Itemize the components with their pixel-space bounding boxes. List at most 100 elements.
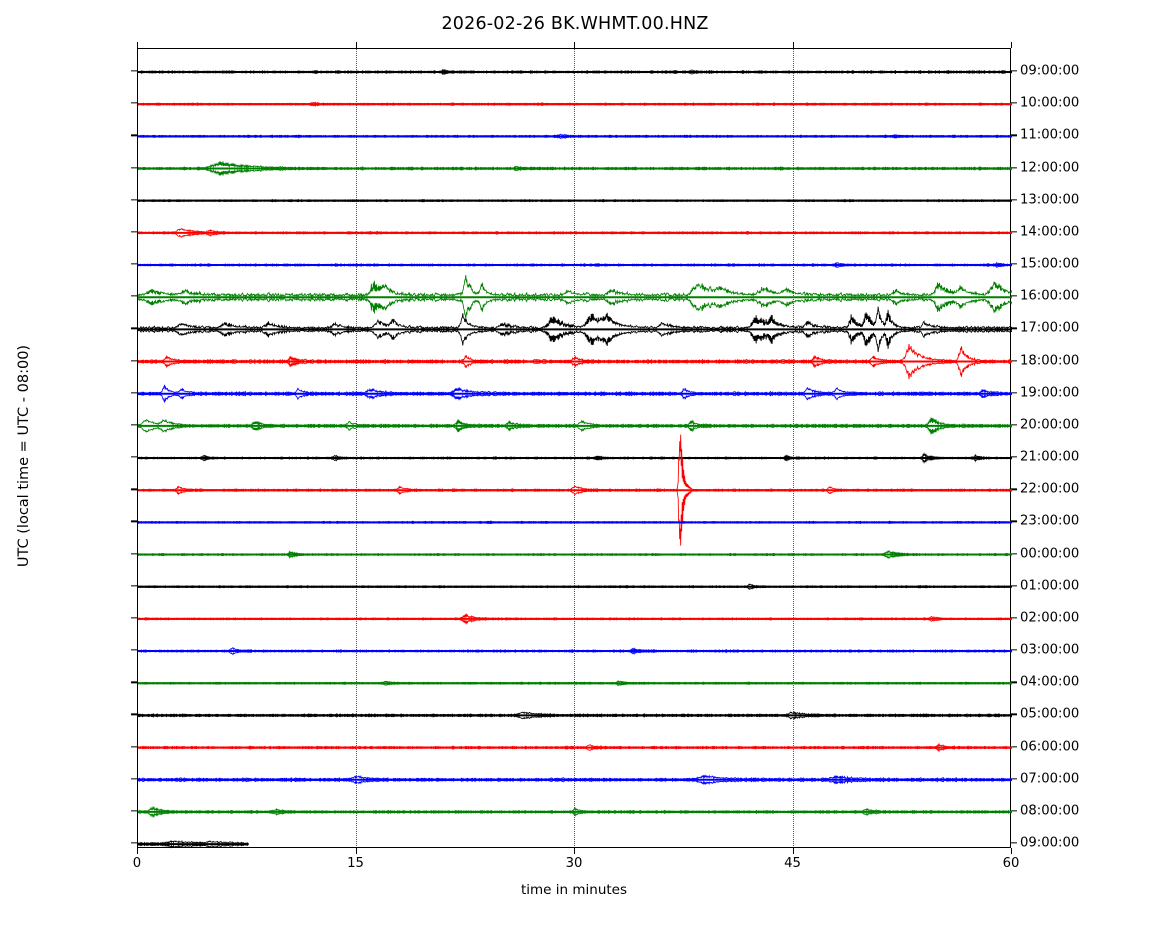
y-tick-mark-left (131, 102, 137, 104)
y-tick-mark-left (131, 327, 137, 330)
trace-row (138, 646, 1012, 656)
y-tick-label-right: 11:00:00 (1020, 127, 1080, 143)
y-tick-mark-right (1011, 681, 1017, 683)
y-tick-mark-left (131, 552, 137, 555)
trace-row (138, 452, 1012, 464)
y-tick-mark-right (1011, 134, 1017, 136)
y-tick-mark-right (1011, 713, 1017, 716)
trace-row (138, 384, 1012, 404)
trace-row (138, 711, 1012, 720)
y-tick-label-right: 14:00:00 (1020, 224, 1080, 240)
plot-area (137, 48, 1012, 849)
x-tick-label: 15 (347, 856, 364, 871)
trace-row (138, 550, 1012, 560)
y-tick-mark-left (131, 778, 137, 780)
y-tick-mark-left (131, 810, 137, 812)
trace-row (138, 199, 1012, 203)
y-tick-label-right: 13:00:00 (1020, 192, 1080, 208)
x-axis-label: time in minutes (520, 882, 628, 898)
trace-row (138, 228, 1012, 238)
y-tick-label-right: 07:00:00 (1020, 771, 1080, 787)
y-tick-mark-right (1011, 231, 1017, 233)
trace-row (138, 261, 1012, 269)
trace-row (138, 680, 1012, 687)
y-tick-mark-left (131, 681, 137, 683)
x-tick-label: 30 (565, 856, 583, 871)
y-tick-mark-right (1011, 520, 1017, 523)
y-tick-mark-right (1011, 552, 1017, 555)
trace-row (138, 275, 1012, 320)
y-tick-mark-left (131, 263, 137, 265)
x-tick-mark (355, 848, 357, 854)
x-tick-label: 45 (784, 856, 801, 871)
x-tick-mark-top (1011, 42, 1013, 48)
gridline-vertical (792, 48, 795, 848)
y-tick-mark-left (131, 199, 137, 201)
page-title: 2026-02-26 BK.WHMT.00.HNZ (441, 14, 709, 34)
y-tick-mark-right (1011, 617, 1017, 619)
trace-row (138, 583, 1012, 591)
y-tick-mark-right (1011, 424, 1017, 426)
y-tick-mark-left (131, 456, 137, 458)
y-tick-label-right: 04:00:00 (1020, 674, 1080, 690)
y-tick-mark-left (131, 424, 137, 426)
trace-row (138, 101, 1012, 107)
y-tick-mark-right (1011, 456, 1017, 458)
y-tick-mark-left (131, 70, 137, 72)
x-tick-mark (574, 848, 576, 854)
trace-row (138, 839, 249, 849)
y-tick-mark-right (1011, 778, 1017, 780)
y-tick-label-right: 16:00:00 (1020, 288, 1080, 304)
y-tick-label-right: 10:00:00 (1020, 95, 1080, 111)
y-tick-label-right: 12:00:00 (1020, 160, 1080, 175)
y-tick-mark-right (1011, 295, 1017, 297)
trace-row (138, 612, 1012, 625)
y-tick-mark-right (1011, 199, 1017, 201)
y-tick-label-right: 01:00:00 (1020, 578, 1080, 594)
y-tick-mark-left (131, 295, 137, 297)
x-tick-mark-top (355, 42, 357, 48)
y-tick-mark-right (1011, 166, 1017, 169)
y-tick-mark-right (1011, 810, 1017, 812)
y-tick-label-right: 06:00:00 (1020, 739, 1080, 755)
y-tick-label-right: 03:00:00 (1020, 642, 1080, 658)
y-tick-mark-left (131, 166, 137, 169)
trace-row (138, 434, 1012, 546)
y-tick-label-right: 05:00:00 (1020, 706, 1080, 722)
y-tick-mark-right (1011, 488, 1017, 490)
y-tick-label-right: 09:00:00 (1020, 835, 1080, 851)
y-tick-mark-left (131, 359, 137, 362)
y-tick-mark-left (131, 488, 137, 490)
y-axis-label: UTC (local time = UTC - 08:00) (16, 344, 32, 568)
y-tick-mark-right (1011, 842, 1017, 844)
y-tick-mark-right (1011, 745, 1017, 748)
y-tick-mark-right (1011, 263, 1017, 265)
y-tick-label-right: 22:00:00 (1020, 481, 1080, 497)
trace-row (138, 133, 1012, 139)
trace-row (138, 417, 1012, 435)
y-tick-label-right: 20:00:00 (1020, 417, 1080, 433)
y-tick-mark-left (131, 585, 137, 587)
y-tick-mark-left (131, 392, 137, 394)
y-tick-label-right: 00:00:00 (1020, 546, 1080, 562)
trace-row (138, 774, 1012, 786)
y-tick-label-right: 17:00:00 (1020, 320, 1080, 336)
x-tick-label: 60 (1002, 856, 1020, 871)
x-tick-mark (137, 848, 139, 854)
gridline-vertical (574, 48, 576, 848)
y-tick-mark-right (1011, 102, 1017, 104)
y-tick-label-right: 23:00:00 (1020, 513, 1080, 529)
y-tick-label-right: 21:00:00 (1020, 449, 1080, 465)
trace-row (138, 161, 1012, 176)
y-tick-label-right: 09:00:00 (1020, 63, 1080, 79)
seismogram-traces (138, 68, 1012, 849)
gridline-vertical (355, 48, 358, 848)
x-tick-mark-top (574, 42, 576, 48)
trace-row (138, 306, 1012, 353)
y-tick-mark-right (1011, 327, 1017, 330)
trace-row (138, 805, 1012, 818)
y-tick-label-right: 08:00:00 (1020, 803, 1080, 819)
x-tick-mark-top (792, 42, 794, 48)
trace-row (138, 343, 1012, 380)
